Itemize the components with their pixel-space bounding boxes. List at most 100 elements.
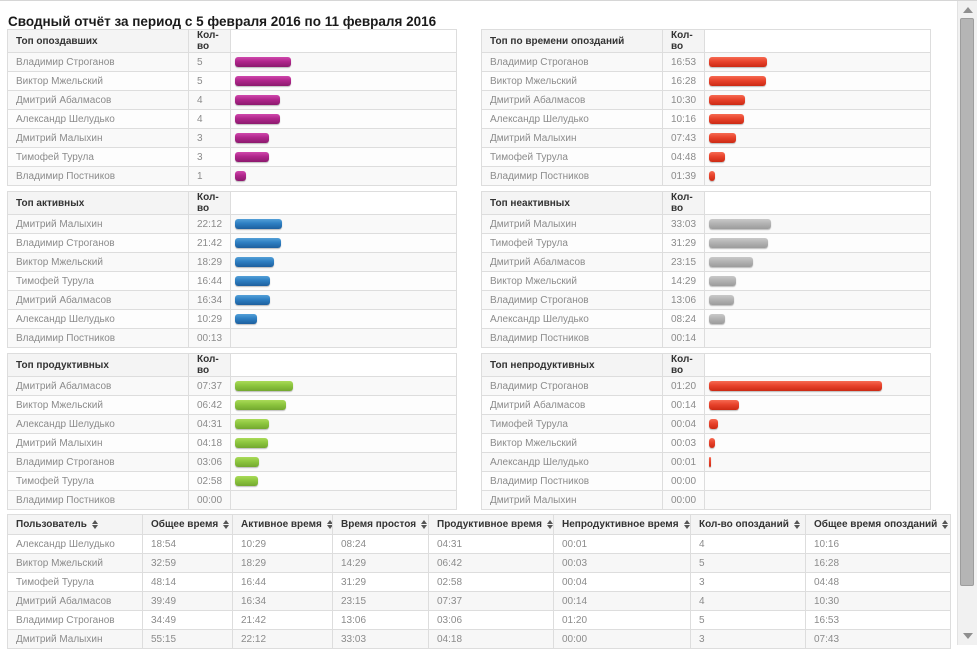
sort-icon[interactable]	[326, 519, 332, 529]
summary-column-header[interactable]: Общее время	[142, 514, 233, 535]
summary-column-header[interactable]: Время простоя	[332, 514, 429, 535]
user-name-cell: Тимофей Турула	[7, 147, 189, 167]
value-cell: 04:31	[188, 414, 231, 434]
bar-cell	[704, 128, 931, 148]
bar	[709, 457, 711, 467]
value-cell: 32:59	[142, 553, 233, 573]
sort-icon[interactable]	[683, 519, 690, 529]
user-name-cell: Владимир Строганов	[7, 452, 189, 472]
value-cell: 04:18	[428, 629, 554, 649]
user-name-cell: Дмитрий Абалмасов	[7, 591, 143, 611]
sort-icon[interactable]	[91, 519, 98, 529]
table-row: Дмитрий Малыхин 3	[7, 128, 457, 148]
value-cell: 16:53	[805, 610, 951, 630]
table-row: Владимир Строганов 16:53	[481, 52, 931, 72]
bar	[709, 171, 715, 181]
bar	[235, 114, 280, 124]
summary-column-header[interactable]: Продуктивное время	[428, 514, 554, 535]
table-row: Дмитрий Абалмасов 39:49 16:34 23:15 07:37 00:…	[7, 591, 951, 611]
value-cell: 00:04	[662, 414, 705, 434]
summary-column-header[interactable]: Кол-во опозданий	[690, 514, 806, 535]
bar-cell	[230, 166, 457, 186]
user-name-cell: Тимофей Турула	[7, 572, 143, 592]
value-cell: 00:04	[553, 572, 691, 592]
value-cell: 22:12	[188, 214, 231, 234]
table-row: Дмитрий Малыхин 55:15 22:12 33:03 04:18 00:00…	[7, 629, 951, 649]
sort-icon[interactable]	[546, 519, 553, 529]
chart-table-3: Топ активных Кол-во Дмитрий Малыхин 22:1…	[7, 191, 457, 348]
value-cell: 00:13	[188, 328, 231, 348]
bar-cell	[704, 433, 931, 453]
vertical-scrollbar[interactable]	[957, 1, 977, 645]
value-cell: 10:30	[662, 90, 705, 110]
value-cell: 1	[188, 166, 231, 186]
value-cell: 03:06	[188, 452, 231, 472]
summary-column-header[interactable]: Непродуктивное время	[553, 514, 691, 535]
scrollbar-up-arrow-icon[interactable]	[963, 7, 973, 13]
sort-icon[interactable]	[223, 519, 230, 529]
value-cell: 00:01	[662, 452, 705, 472]
user-name-cell: Тимофей Турула	[481, 233, 663, 253]
chart-title: Топ непродуктивных	[481, 353, 663, 377]
value-cell: 3	[690, 572, 806, 592]
user-name-cell: Виктор Мжельский	[481, 433, 663, 453]
table-row: Владимир Постников 00:13	[7, 328, 457, 348]
value-cell: 00:01	[553, 534, 691, 554]
value-cell: 22:12	[232, 629, 333, 649]
sort-icon[interactable]	[421, 519, 428, 529]
value-cell: 00:00	[553, 629, 691, 649]
value-cell: 55:15	[142, 629, 233, 649]
bar-cell	[230, 490, 457, 510]
summary-column-header[interactable]: Пользователь	[7, 514, 143, 535]
bar	[235, 152, 269, 162]
table-row: Тимофей Турула 02:58	[7, 471, 457, 491]
user-name-cell: Дмитрий Малыхин	[481, 128, 663, 148]
user-name-cell: Владимир Строганов	[481, 290, 663, 310]
bar-cell	[230, 395, 457, 415]
table-row: Владимир Постников 1	[7, 166, 457, 186]
sort-icon[interactable]	[793, 519, 800, 529]
value-cell: 10:16	[805, 534, 951, 554]
bar	[709, 419, 718, 429]
value-cell: 00:14	[662, 328, 705, 348]
summary-column-header[interactable]: Общее время опозданий	[805, 514, 951, 535]
sort-icon[interactable]	[942, 519, 949, 529]
value-cell: 10:30	[805, 591, 951, 611]
chart-table-6: Топ непродуктивных Кол-во Владимир Строг…	[481, 353, 931, 510]
value-cell: 04:48	[805, 572, 951, 592]
bar	[235, 238, 281, 248]
scrollbar-down-arrow-icon[interactable]	[963, 633, 973, 639]
bar-cell	[230, 52, 457, 72]
value-cell: 33:03	[332, 629, 429, 649]
value-cell: 18:29	[232, 553, 333, 573]
bar-cell	[230, 71, 457, 91]
user-name-cell: Владимир Постников	[481, 166, 663, 186]
bar-cell	[230, 414, 457, 434]
user-name-cell: Владимир Строганов	[7, 52, 189, 72]
table-row: Виктор Мжельский 14:29	[481, 271, 931, 291]
user-name-cell: Тимофей Турула	[7, 471, 189, 491]
value-cell: 00:03	[553, 553, 691, 573]
bar-column-header	[230, 191, 457, 215]
value-cell: 16:28	[662, 71, 705, 91]
chart-title: Топ по времени опозданий	[481, 29, 663, 53]
bar-cell	[704, 452, 931, 472]
user-name-cell: Владимир Постников	[7, 490, 189, 510]
user-name-cell: Дмитрий Абалмасов	[7, 376, 189, 396]
chart-title: Топ опоздавших	[7, 29, 189, 53]
bar	[709, 295, 734, 305]
bar-cell	[704, 376, 931, 396]
summary-table: Пользователь Общее время Активное время Вре…	[7, 514, 951, 649]
user-name-cell: Александр Шелудько	[481, 452, 663, 472]
scrollbar-thumb[interactable]	[960, 18, 974, 586]
user-name-cell: Тимофей Турула	[481, 147, 663, 167]
table-row: Тимофей Турула 04:48	[481, 147, 931, 167]
summary-column-header[interactable]: Активное время	[232, 514, 333, 535]
table-row: Владимир Строганов 13:06	[481, 290, 931, 310]
value-cell: 21:42	[232, 610, 333, 630]
bar-cell	[704, 271, 931, 291]
user-name-cell: Владимир Постников	[7, 166, 189, 186]
value-cell: 01:20	[662, 376, 705, 396]
table-row: Тимофей Турула 48:14 16:44 31:29 02:58 00:04 3…	[7, 572, 951, 592]
bar-cell	[704, 328, 931, 348]
